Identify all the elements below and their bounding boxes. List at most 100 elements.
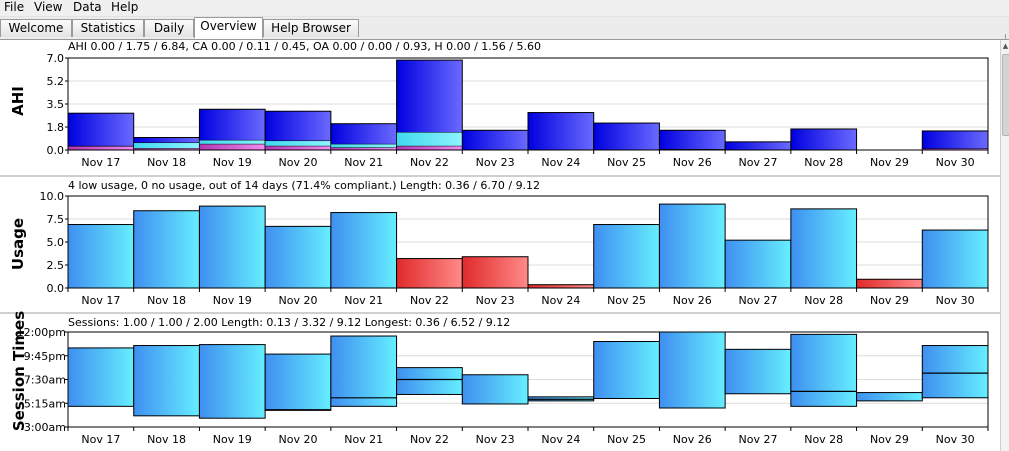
usage-bar (330, 212, 398, 289)
session-bar (593, 341, 660, 399)
ahi-ytick-label: 1.8 (47, 121, 65, 134)
tab-help-browser[interactable]: Help Browser (263, 19, 359, 37)
usage-bar (264, 225, 332, 289)
session-bar (856, 392, 923, 402)
session-xtick-label: Nov 25 (607, 433, 646, 446)
ahi-xtick-label: Nov 19 (213, 156, 252, 169)
usage-bar (461, 256, 529, 289)
usage-ytick-label: 2.5 (47, 259, 65, 272)
ahi-xtick-label: Nov 24 (541, 156, 580, 169)
ahi-xtick-label: Nov 28 (804, 156, 843, 169)
ahi-xtick-label: Nov 21 (344, 156, 383, 169)
session-bar (461, 374, 529, 405)
usage-xtick-label: Nov 17 (81, 294, 120, 307)
usage-xtick-label: Nov 29 (870, 294, 909, 307)
session-bar (790, 333, 858, 407)
tab-overview[interactable]: Overview (194, 17, 263, 39)
session-bar (264, 353, 332, 411)
usage-bar (133, 210, 200, 289)
usage-bar (856, 278, 923, 289)
panel-separator[interactable] (0, 312, 1000, 314)
usage-xtick-label: Nov 18 (147, 294, 186, 307)
ahi-ytick-label: 3.5 (47, 98, 65, 111)
session-bar (67, 347, 135, 407)
usage-ytick-label: 10.0 (40, 190, 65, 203)
session-xtick-label: Nov 24 (541, 433, 580, 446)
usage-xtick-label: Nov 19 (213, 294, 252, 307)
session-bar (921, 345, 989, 399)
ahi-bar-segment (67, 146, 134, 151)
session-xtick-label: Nov 19 (213, 433, 252, 446)
usage-bar (67, 224, 135, 289)
ahi-ytick-label: 7.0 (47, 52, 65, 65)
usage-bar (790, 208, 858, 289)
usage-bar (724, 239, 792, 289)
session-ytick-label: 5:15am (24, 397, 66, 410)
session-bar (396, 367, 463, 395)
usage-xtick-label: Nov 26 (673, 294, 712, 307)
session-ytick-label: 3:00am (24, 421, 66, 434)
usage-ytick-label: 5.0 (47, 236, 65, 249)
ahi-bar-segment (396, 145, 463, 151)
ahi-xtick-label: Nov 27 (739, 156, 778, 169)
vertical-scrollbar[interactable]: ▲ (1000, 40, 1009, 451)
tab-daily[interactable]: Daily (144, 19, 194, 37)
ahi-bar-segment (199, 143, 266, 151)
ahi-bar (658, 129, 726, 151)
session-xtick-label: Nov 29 (870, 433, 909, 446)
usage-bar (396, 258, 463, 289)
menu-data[interactable]: Data (73, 0, 102, 14)
ahi-xtick-label: Nov 25 (607, 156, 646, 169)
usage-plot-border (67, 195, 989, 289)
session-xtick-label: Nov 22 (410, 433, 449, 446)
scroll-up-arrow-icon[interactable]: ▲ (1002, 42, 1009, 50)
ahi-xtick-label: Nov 17 (81, 156, 120, 169)
ahi-xtick-label: Nov 18 (147, 156, 186, 169)
session-xtick-label: Nov 23 (476, 433, 515, 446)
usage-bar (658, 203, 726, 289)
session-bar (658, 331, 726, 409)
tab-statistics[interactable]: Statistics (72, 19, 144, 37)
ahi-bar (724, 141, 792, 151)
ahi-bar (67, 112, 135, 151)
usage-xtick-label: Nov 30 (936, 294, 975, 307)
menu-view[interactable]: View (34, 0, 63, 14)
scroll-thumb[interactable] (1002, 54, 1009, 136)
session-xtick-label: Nov 27 (739, 433, 778, 446)
session-chart: 3:00am 5:15am 7:30am 9:45pm 12:00pm Nov 17 Nov… (17, 328, 989, 446)
ahi-bar-segment (264, 145, 332, 151)
session-bar (330, 335, 398, 407)
tab-welcome[interactable]: Welcome (0, 19, 72, 37)
usage-xtick-label: Nov 28 (804, 294, 843, 307)
ahi-bar (461, 129, 529, 151)
ahi-xtick-label: Nov 20 (279, 156, 318, 169)
panel-separator[interactable] (0, 175, 1000, 177)
usage-bar (198, 205, 266, 289)
session-xtick-label: Nov 26 (673, 433, 712, 446)
usage-xtick-label: Nov 24 (541, 294, 580, 307)
usage-ytick-label: 0.0 (47, 282, 65, 295)
tab-bar: Welcome Statistics Daily Overview Help B… (0, 17, 1009, 56)
session-bar (198, 344, 266, 419)
usage-xtick-label: Nov 21 (344, 294, 383, 307)
usage-xtick-label: Nov 27 (739, 294, 778, 307)
ahi-xtick-label: Nov 29 (870, 156, 909, 169)
ahi-chart: 0.0 1.8 3.5 5.2 7.0 Nov 17 Nov 18 Nov 19 Nov 20 N… (47, 52, 989, 169)
session-bar (133, 345, 200, 417)
ahi-xtick-label: Nov 26 (673, 156, 712, 169)
session-xtick-label: Nov 21 (344, 433, 383, 446)
usage-chart: 0.0 2.5 5.0 7.5 10.0 Nov 17 Nov 18 Nov 19 Nov 20… (40, 190, 989, 307)
session-xtick-label: Nov 18 (147, 433, 186, 446)
menu-file[interactable]: File (4, 0, 25, 14)
menu-help[interactable]: Help (111, 0, 139, 14)
session-ytick-label: 12:00pm (17, 328, 66, 339)
ahi-bar (790, 128, 858, 151)
session-xtick-label: Nov 20 (279, 433, 318, 446)
session-xtick-label: Nov 30 (936, 433, 975, 446)
ahi-ytick-label: 0.0 (47, 144, 65, 157)
usage-summary: 4 low usage, 0 no usage, out of 14 days … (68, 179, 541, 192)
ahi-summary: AHI 0.00 / 1.75 / 6.84, CA 0.00 / 0.11 /… (68, 40, 541, 53)
session-summary: Sessions: 1.00 / 1.00 / 2.00 Length: 0.1… (68, 316, 511, 329)
ahi-xtick-label: Nov 23 (476, 156, 515, 169)
ahi-bar (921, 130, 989, 151)
